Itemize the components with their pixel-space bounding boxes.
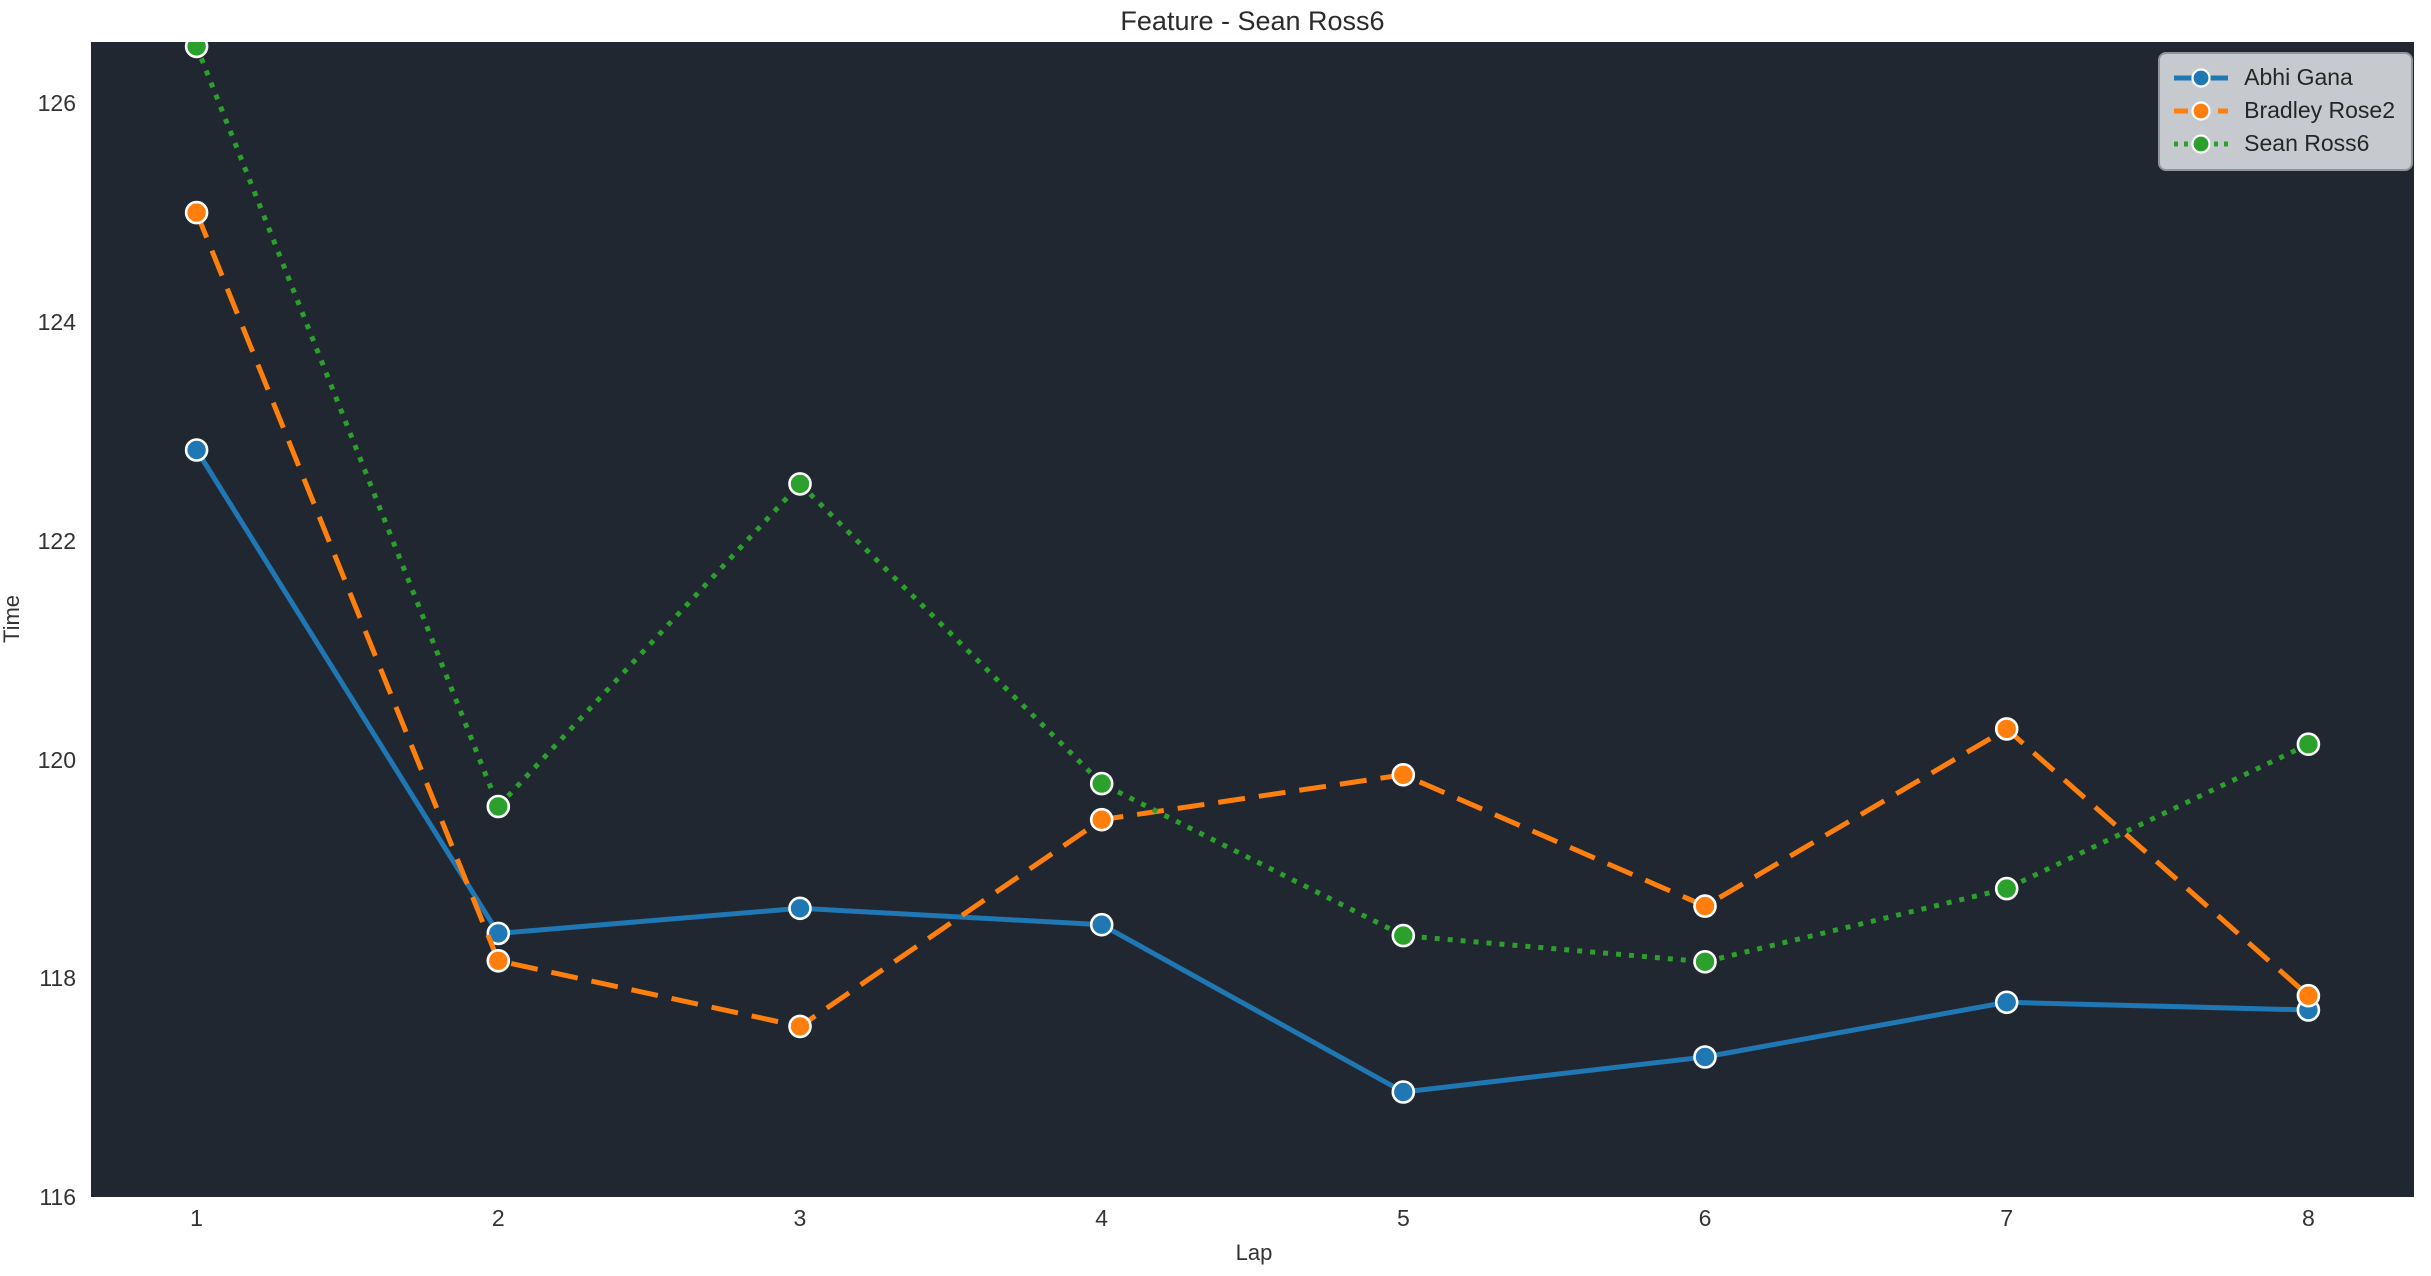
legend-item-bradley-rose2: Bradley Rose2 bbox=[2172, 95, 2395, 126]
y-tick-label: 116 bbox=[39, 1184, 76, 1210]
data-point-marker bbox=[2296, 983, 2321, 1008]
y-tick-label: 124 bbox=[37, 309, 76, 335]
data-point-marker bbox=[1693, 949, 1717, 974]
legend-line-sample-icon bbox=[2174, 133, 2229, 154]
data-series-group bbox=[184, 42, 2321, 1104]
data-point-marker bbox=[1693, 894, 1717, 918]
y-tick-label: 122 bbox=[37, 527, 76, 554]
series-abhi-gana bbox=[184, 438, 2321, 1104]
y-axis-label: Time bbox=[0, 594, 24, 644]
data-point-marker bbox=[184, 42, 209, 59]
legend-label: Abhi Gana bbox=[2244, 64, 2353, 90]
x-tick-label: 7 bbox=[2000, 1205, 2014, 1231]
x-tick-label: 6 bbox=[1698, 1205, 1712, 1231]
x-tick-label: 8 bbox=[2302, 1205, 2315, 1231]
data-point-marker bbox=[1994, 990, 2019, 1015]
data-point-marker bbox=[1391, 923, 1416, 948]
data-point-marker bbox=[788, 472, 812, 496]
legend-item-sean-ross6: Sean Ross6 bbox=[2172, 128, 2395, 159]
data-point-marker bbox=[1994, 717, 2019, 741]
series-bradley-rose2 bbox=[184, 200, 2321, 1039]
data-point-marker bbox=[1391, 762, 1416, 787]
x-tick-label: 5 bbox=[1396, 1205, 1410, 1231]
data-point-marker bbox=[184, 438, 209, 462]
series-sean-ross6 bbox=[184, 42, 2321, 974]
y-tick-label: 118 bbox=[39, 965, 76, 992]
legend-label: Sean Ross6 bbox=[2244, 130, 2370, 156]
data-point-marker bbox=[486, 921, 511, 946]
data-point-marker bbox=[1994, 876, 2019, 901]
data-point-marker bbox=[788, 1014, 812, 1039]
x-tick-label: 1 bbox=[190, 1205, 203, 1231]
legend-line-sample-icon bbox=[2174, 67, 2229, 88]
plot-area-background bbox=[91, 42, 2414, 1197]
legend-item-abhi-gana: Abhi Gana bbox=[2172, 62, 2395, 93]
data-point-marker bbox=[1089, 771, 1114, 796]
y-tick-label: 126 bbox=[37, 90, 76, 117]
legend: Abhi Gana Bradley Rose2 Sean Ross6 bbox=[2158, 52, 2413, 171]
x-tick-label: 2 bbox=[491, 1205, 505, 1231]
data-point-marker bbox=[184, 200, 209, 225]
legend-label: Bradley Rose2 bbox=[2244, 97, 2395, 123]
legend-line-sample-icon bbox=[2174, 100, 2229, 121]
data-point-marker bbox=[1089, 807, 1114, 832]
data-point-marker bbox=[1089, 912, 1114, 937]
x-axis-label: Lap bbox=[1235, 1240, 1273, 1265]
data-point-marker bbox=[486, 948, 511, 973]
y-tick-label: 120 bbox=[37, 746, 76, 773]
series-line-abhi-gana bbox=[194, 448, 2309, 1095]
data-point-marker bbox=[1391, 1080, 1416, 1104]
x-tick-label: 4 bbox=[1095, 1205, 1109, 1231]
data-point-marker bbox=[2296, 732, 2321, 757]
chart-title: Feature - Sean Ross6 bbox=[1120, 6, 1385, 36]
data-point-marker bbox=[788, 896, 812, 921]
data-point-marker bbox=[1693, 1045, 1717, 1069]
data-point-marker bbox=[486, 794, 511, 819]
x-tick-label: 3 bbox=[793, 1205, 807, 1231]
